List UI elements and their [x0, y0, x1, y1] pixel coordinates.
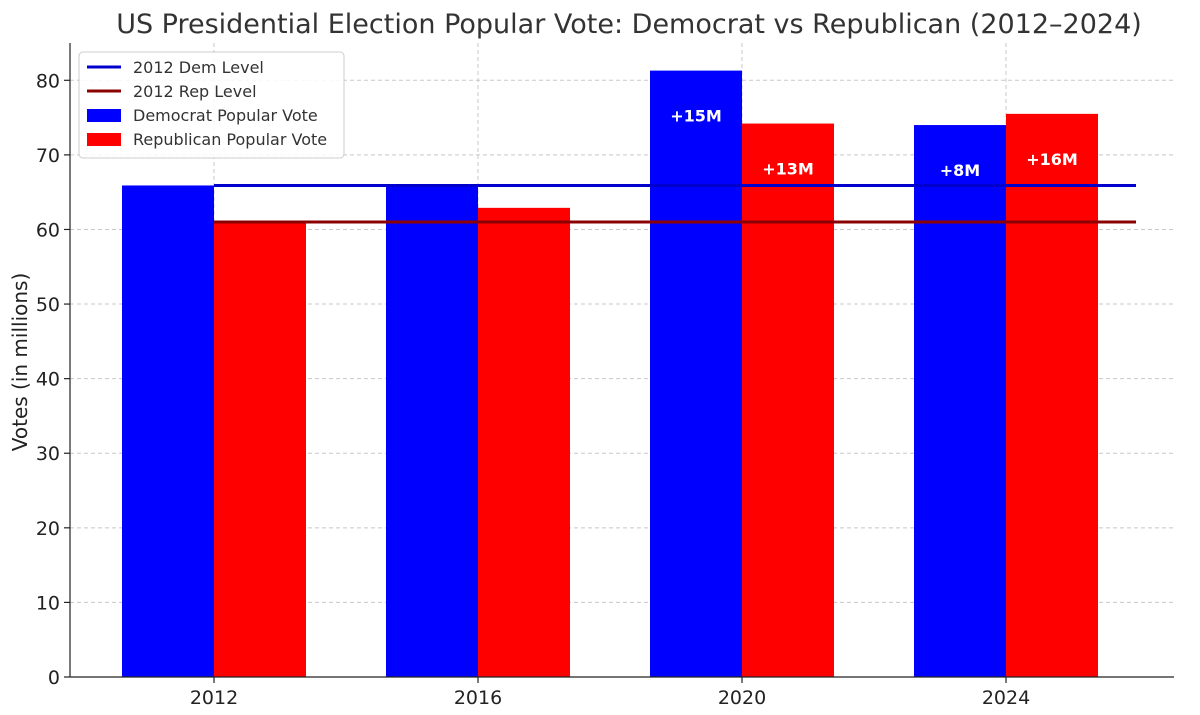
- legend-entry-label: 2012 Dem Level: [133, 58, 264, 77]
- y-tick-label: 60: [36, 219, 60, 241]
- dem-bar: [122, 185, 214, 677]
- dem-bar: [650, 70, 742, 677]
- legend-box: [78, 51, 345, 159]
- y-tick-label: 70: [36, 145, 60, 167]
- legend-color-swatch: [87, 133, 121, 146]
- dem-bar: [386, 185, 478, 677]
- y-tick-label: 40: [36, 369, 60, 391]
- y-tick-label: 50: [36, 294, 60, 316]
- chart-title: US Presidential Election Popular Vote: D…: [116, 9, 1142, 40]
- bar-labels: +15M +8M +13M +16M: [670, 107, 1078, 180]
- legend-color-swatch: [87, 109, 121, 122]
- dem-bar: [914, 125, 1006, 677]
- bar-data-label: +13M: [762, 160, 814, 179]
- axes: 0 10 20 30 40 50 60 70 80 2012 2016 2020 2024: [36, 43, 1174, 709]
- y-tick-label: 0: [48, 667, 60, 689]
- y-tick-label: 10: [36, 592, 60, 614]
- rep-bar: [478, 207, 570, 677]
- legend-entry-label: Republican Popular Vote: [133, 130, 327, 149]
- y-axis-label: Votes (in millions): [8, 273, 32, 452]
- rep-bar: [1006, 113, 1098, 677]
- bar-data-label: +16M: [1026, 150, 1078, 169]
- x-tick-label: 2012: [190, 687, 238, 709]
- y-tick-label: 80: [36, 70, 60, 92]
- bar-data-label: +15M: [670, 107, 722, 126]
- legend-entry-label: 2012 Rep Level: [133, 82, 257, 101]
- bar-data-label: +8M: [940, 161, 980, 180]
- rep-bar: [214, 222, 306, 677]
- legend: 2012 Dem Level 2012 Rep Level Democrat Pop…: [78, 51, 345, 159]
- x-tick-label: 2020: [718, 687, 766, 709]
- reference-lines: [214, 183, 1136, 224]
- rep-bar: [742, 123, 834, 677]
- y-tick-label: 20: [36, 518, 60, 540]
- x-tick-label: 2024: [982, 687, 1030, 709]
- y-tick-label: 30: [36, 443, 60, 465]
- x-tick-label: 2016: [454, 687, 502, 709]
- legend-entry-label: Democrat Popular Vote: [133, 106, 318, 125]
- bars: [122, 70, 1098, 677]
